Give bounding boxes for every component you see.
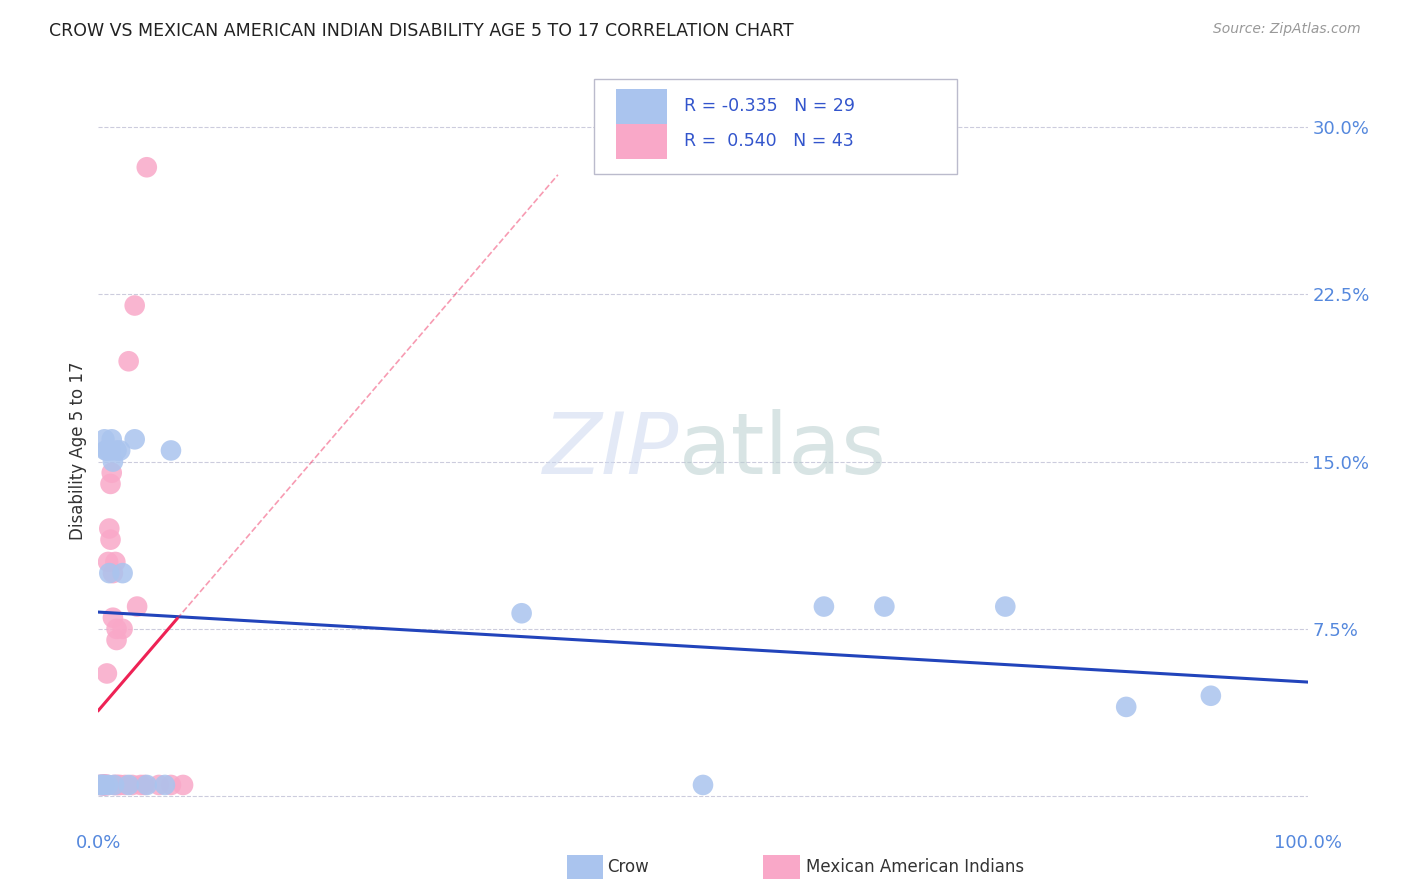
Point	[124, 433, 146, 447]
Point	[94, 443, 117, 458]
Point	[105, 622, 128, 636]
Text: Crow: Crow	[607, 858, 650, 876]
Point	[90, 778, 112, 792]
Point	[129, 778, 152, 792]
Point	[90, 778, 112, 792]
Point	[172, 778, 194, 792]
Point	[510, 607, 533, 621]
Point	[97, 778, 120, 792]
Text: Mexican American Indians: Mexican American Indians	[806, 858, 1024, 876]
Point	[121, 778, 143, 792]
Point	[108, 443, 131, 458]
Point	[96, 778, 118, 792]
Text: Source: ZipAtlas.com: Source: ZipAtlas.com	[1213, 22, 1361, 37]
Text: atlas: atlas	[679, 409, 887, 492]
Point	[100, 433, 122, 447]
Point	[93, 778, 115, 792]
Point	[93, 778, 115, 792]
Point	[101, 566, 124, 581]
Point	[107, 778, 129, 792]
Point	[91, 778, 114, 792]
Point	[114, 778, 136, 792]
Point	[994, 599, 1017, 614]
Point	[91, 778, 114, 792]
Point	[100, 476, 122, 491]
Text: R = -0.335   N = 29: R = -0.335 N = 29	[683, 97, 855, 115]
Point	[94, 778, 117, 792]
Point	[91, 778, 114, 792]
Point	[94, 778, 117, 792]
Point	[96, 666, 118, 681]
Point	[148, 778, 170, 792]
Point	[134, 778, 156, 792]
Point	[100, 533, 122, 547]
Point	[127, 599, 149, 614]
Point	[813, 599, 835, 614]
Point	[160, 778, 183, 792]
Point	[105, 633, 128, 648]
Point	[91, 778, 114, 792]
Point	[135, 778, 157, 792]
Point	[160, 443, 183, 458]
Point	[101, 455, 124, 469]
Point	[153, 778, 176, 792]
Point	[98, 522, 121, 536]
Point	[98, 566, 121, 581]
Point	[100, 443, 122, 458]
Point	[104, 555, 127, 569]
FancyBboxPatch shape	[595, 79, 957, 174]
Point	[100, 466, 122, 480]
Point	[105, 778, 128, 792]
Point	[96, 778, 118, 792]
Point	[1115, 699, 1137, 714]
Point	[108, 778, 131, 792]
Point	[93, 778, 115, 792]
Point	[124, 298, 146, 313]
Point	[103, 778, 125, 792]
Point	[873, 599, 896, 614]
Point	[93, 778, 115, 792]
Point	[103, 778, 125, 792]
Point	[101, 611, 124, 625]
Point	[89, 778, 111, 792]
Point	[1199, 689, 1222, 703]
Point	[97, 555, 120, 569]
Point	[111, 622, 134, 636]
Point	[93, 778, 115, 792]
Point	[91, 778, 114, 792]
FancyBboxPatch shape	[616, 124, 666, 159]
Text: ZIP: ZIP	[543, 409, 679, 492]
Point	[93, 778, 115, 792]
Point	[118, 778, 141, 792]
FancyBboxPatch shape	[616, 89, 666, 124]
Point	[91, 778, 114, 792]
Point	[118, 354, 141, 368]
Point	[135, 161, 157, 175]
Point	[105, 443, 128, 458]
Text: R =  0.540   N = 43: R = 0.540 N = 43	[683, 132, 853, 150]
Point	[97, 778, 120, 792]
Point	[93, 433, 115, 447]
Y-axis label: Disability Age 5 to 17: Disability Age 5 to 17	[69, 361, 87, 540]
Point	[111, 566, 134, 581]
Point	[89, 778, 111, 792]
Point	[692, 778, 714, 792]
Point	[96, 443, 118, 458]
Text: CROW VS MEXICAN AMERICAN INDIAN DISABILITY AGE 5 TO 17 CORRELATION CHART: CROW VS MEXICAN AMERICAN INDIAN DISABILI…	[49, 22, 794, 40]
